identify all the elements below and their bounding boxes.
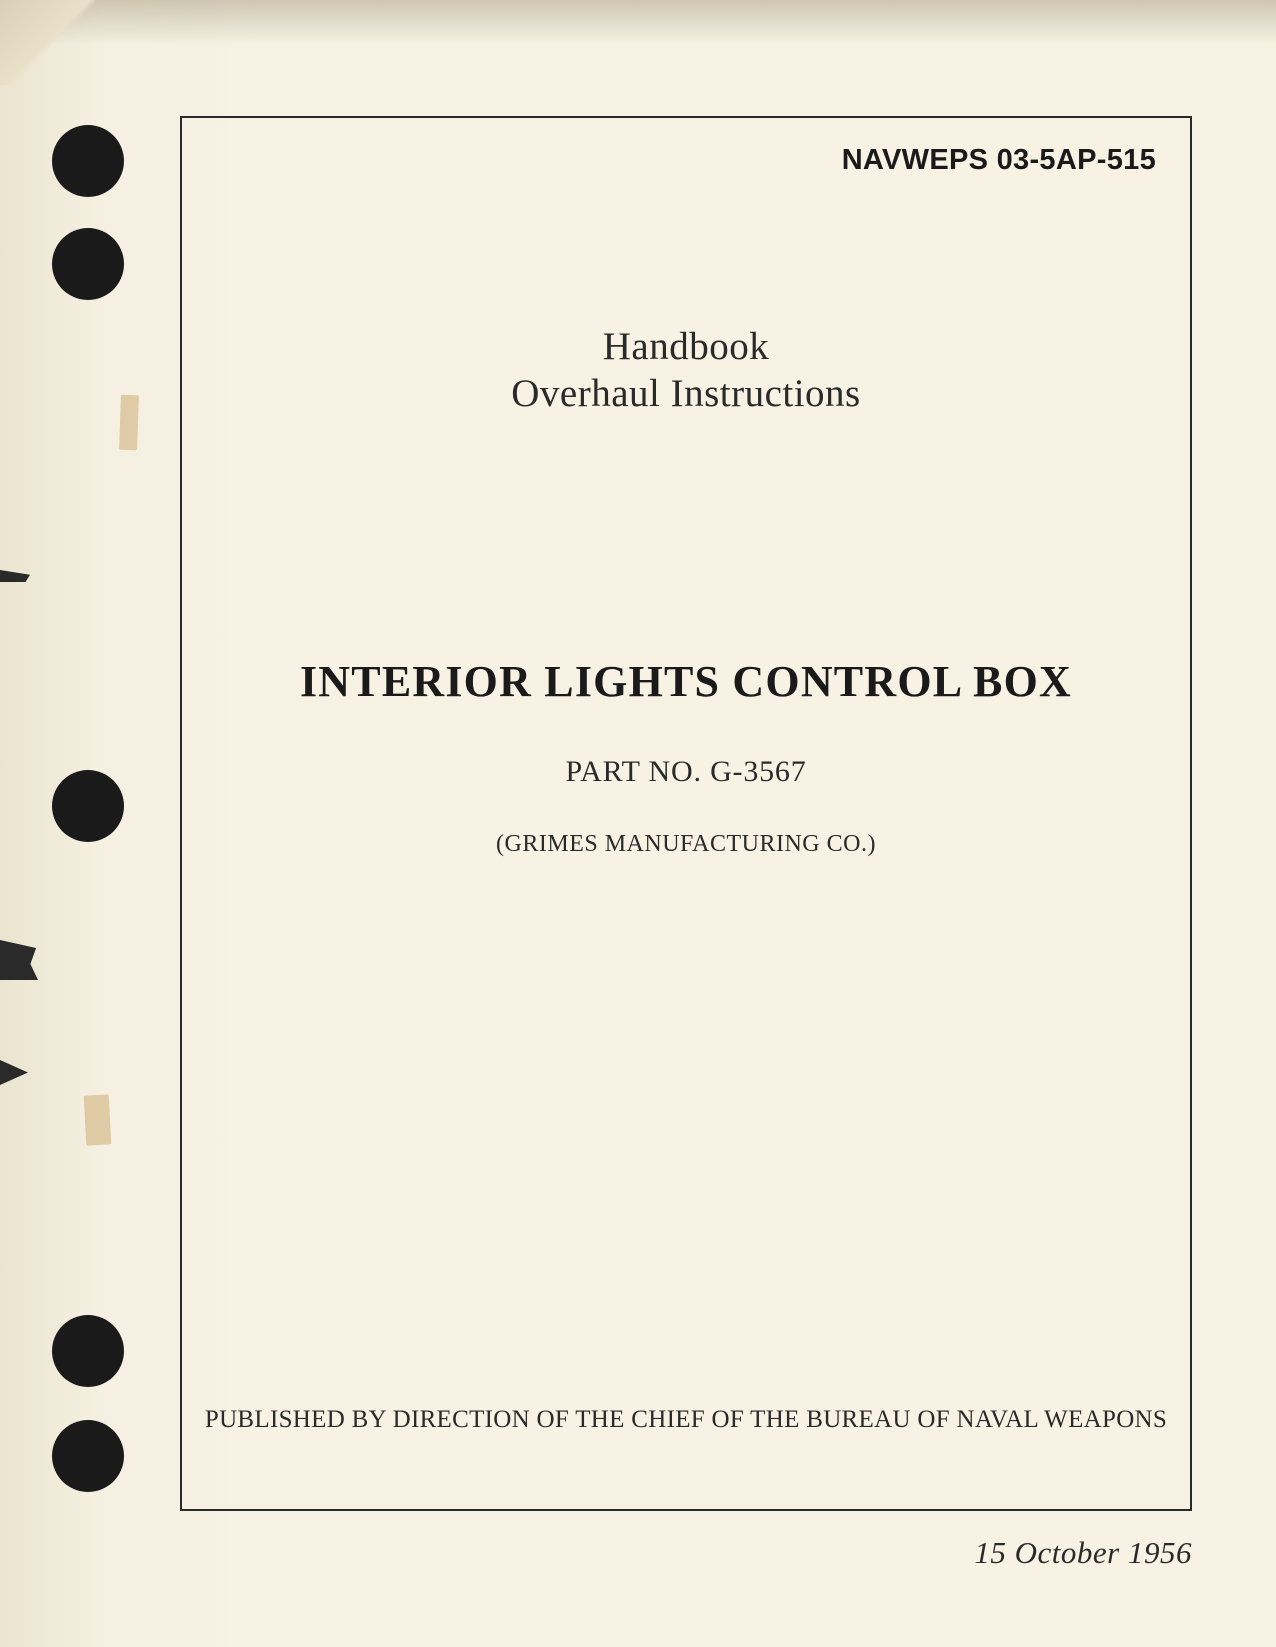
manufacturer: (GRIMES MANUFACTURING CO.)	[182, 831, 1190, 858]
main-title: INTERIOR LIGHTS CONTROL BOX	[182, 656, 1190, 707]
paper-stain	[119, 395, 139, 451]
part-number: PART NO. G-3567	[182, 755, 1190, 789]
publisher-statement: PUBLISHED BY DIRECTION OF THE CHIEF OF T…	[182, 1406, 1190, 1434]
paper-stain	[84, 1094, 112, 1145]
edge-tear	[0, 940, 38, 980]
top-shadow	[0, 0, 1276, 45]
punch-hole	[52, 1420, 124, 1492]
header-block: Handbook Overhaul Instructions	[182, 324, 1190, 416]
edge-tear	[0, 1060, 28, 1085]
header-line-1: Handbook	[182, 324, 1190, 369]
title-block: INTERIOR LIGHTS CONTROL BOX PART NO. G-3…	[182, 656, 1190, 858]
document-id: NAVWEPS 03-5AP-515	[842, 144, 1156, 177]
punch-hole	[52, 125, 124, 197]
content-frame: NAVWEPS 03-5AP-515 Handbook Overhaul Ins…	[180, 116, 1192, 1511]
publication-date: 15 October 1956	[974, 1535, 1192, 1571]
corner-fold	[0, 0, 95, 85]
edge-tear	[0, 570, 30, 582]
punch-hole	[52, 770, 124, 842]
document-page: NAVWEPS 03-5AP-515 Handbook Overhaul Ins…	[0, 0, 1276, 1647]
header-line-2: Overhaul Instructions	[182, 371, 1190, 416]
punch-hole	[52, 1315, 124, 1387]
punch-hole	[52, 228, 124, 300]
